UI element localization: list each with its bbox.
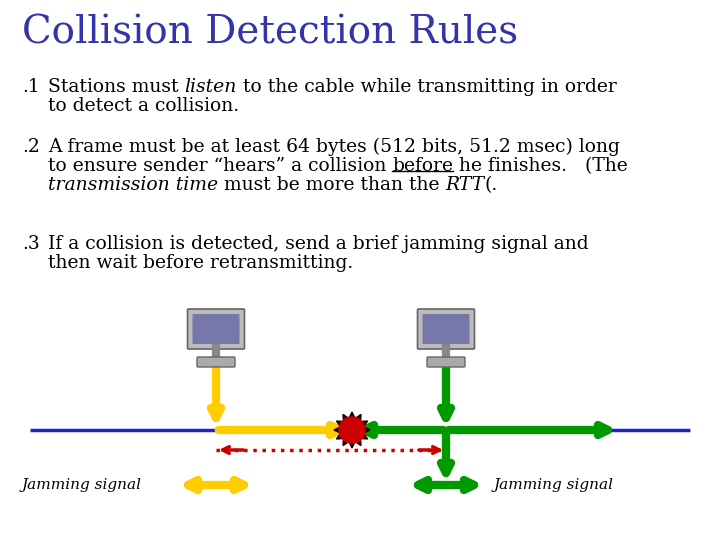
Text: then wait before retransmitting.: then wait before retransmitting. [48, 254, 354, 272]
Text: Jamming signal: Jamming signal [22, 478, 142, 492]
Text: to detect a collision.: to detect a collision. [48, 97, 239, 115]
Text: transmission time: transmission time [48, 176, 218, 194]
Text: must be more than the: must be more than the [218, 176, 446, 194]
Circle shape [339, 417, 365, 443]
Text: .3: .3 [22, 235, 40, 253]
FancyBboxPatch shape [197, 357, 235, 367]
Text: Jamming signal: Jamming signal [494, 478, 614, 492]
FancyBboxPatch shape [427, 357, 465, 367]
Text: Stations must: Stations must [48, 78, 184, 96]
FancyBboxPatch shape [418, 309, 474, 349]
Text: to the cable while transmitting in order: to the cable while transmitting in order [237, 78, 616, 96]
Polygon shape [334, 412, 370, 448]
Text: Collision Detection Rules: Collision Detection Rules [22, 15, 518, 52]
FancyBboxPatch shape [187, 309, 245, 349]
Text: listen: listen [184, 78, 237, 96]
Text: to ensure sender “hears” a collision: to ensure sender “hears” a collision [48, 157, 392, 175]
FancyBboxPatch shape [423, 314, 469, 344]
Text: A frame must be at least 64 bytes (512 bits, 51.2 msec) long: A frame must be at least 64 bytes (512 b… [48, 138, 620, 156]
Text: he finishes.   (The: he finishes. (The [454, 157, 628, 175]
Text: RTT: RTT [446, 176, 485, 194]
Text: .2: .2 [22, 138, 40, 156]
Text: before: before [392, 157, 454, 175]
Text: If a collision is detected, send a brief jamming signal and: If a collision is detected, send a brief… [48, 235, 589, 253]
Text: .1: .1 [22, 78, 40, 96]
Text: (.: (. [485, 176, 498, 194]
FancyBboxPatch shape [192, 314, 240, 344]
